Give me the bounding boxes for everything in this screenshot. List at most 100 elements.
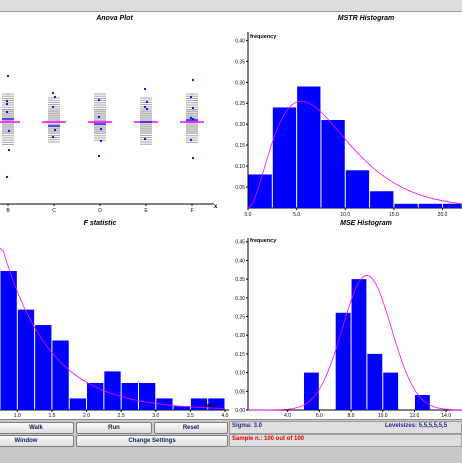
change-settings-button[interactable]: Change Settings [76, 435, 228, 447]
data-point [143, 137, 147, 141]
x-tick-label: 12.0 [410, 413, 420, 419]
y-tick-label: 0.25 [235, 315, 245, 321]
sample-label: Sample n.: 100 out of 100 [232, 436, 305, 442]
x-tick-label: D [98, 208, 102, 214]
data-point [191, 78, 195, 82]
density-curve [0, 247, 226, 409]
y-tick-label: 0.05 [235, 185, 245, 191]
x-tick-label: B [6, 208, 10, 214]
histogram-bar [87, 382, 104, 410]
x-tick-label: 20.0 [438, 212, 448, 218]
f-statistic-panel: F statistic 1.0 1.5 2.0 2.5 3.0 3.5 4.0 value [0, 218, 229, 419]
data-point [51, 91, 55, 95]
mstr-histogram-panel: MSTR Histogram frequency 0.05 0.10 0.15 0.20… [230, 12, 462, 218]
histogram-bar [173, 406, 190, 410]
y-tick-label: 0.10 [235, 164, 245, 170]
data-point [191, 156, 195, 160]
data-point [5, 99, 9, 103]
histogram-bar [394, 203, 418, 208]
y-tick-label: 0.40 [235, 38, 245, 44]
data-point [5, 110, 9, 114]
x-tick-label: 0.0 [245, 212, 252, 218]
x-axis-label: value [204, 403, 217, 409]
histogram-bar [370, 191, 394, 208]
histogram-bar [367, 353, 383, 410]
histogram-bar [303, 372, 319, 410]
data-point [145, 107, 149, 111]
x-tick-label: 10.0 [340, 212, 350, 218]
data-point [97, 115, 101, 119]
walk-button[interactable]: Walk [0, 422, 74, 434]
y-tick-label: 0.20 [235, 333, 245, 339]
levelsizes-label: Levelsizes: 5,5,5,5,5,5 [385, 423, 448, 429]
mstr-histogram-chart: frequency 0.05 0.10 0.15 0.20 0.25 0.30 0.35 0.4… [235, 32, 462, 218]
mse-histogram-chart: frequency 0.00 0.05 0.10 0.15 0.20 0.25 0.30 0.3… [235, 238, 462, 419]
x-tick-label: 8.0 [348, 413, 355, 419]
data-point [191, 117, 195, 121]
x-tick-label: 1.0 [14, 413, 21, 419]
x-tick-label: 4.0 [222, 413, 229, 419]
histogram-bar [138, 382, 156, 410]
data-point [189, 138, 193, 142]
histogram-bar [297, 86, 321, 208]
data-point [97, 154, 101, 158]
histogram-bar [248, 174, 272, 208]
anova-plot-panel: Anova Plot x B C D E F [0, 12, 229, 218]
data-point [7, 129, 11, 133]
y-tick-label: 0.25 [235, 101, 245, 107]
run-button[interactable]: Run [76, 422, 152, 434]
data-point [97, 98, 101, 102]
y-tick-label: 0.10 [235, 371, 245, 377]
y-tick-label: 0.30 [235, 80, 245, 86]
anova-plot-chart: xB C D E F [0, 74, 218, 214]
x-tick-label: 1.5 [48, 413, 55, 419]
data-point [191, 106, 195, 110]
x-tick-label: 5.0 [293, 212, 300, 218]
histogram-bar [345, 170, 370, 208]
x-tick-label: 14.0 [441, 413, 451, 419]
histogram-bar [351, 279, 367, 410]
data-point [145, 100, 149, 104]
histogram-bar [272, 107, 297, 208]
histogram-bar [414, 395, 430, 410]
sigma-label: Sigma: 3.0 [232, 423, 263, 429]
histogram-bar [104, 371, 121, 410]
density-curve [247, 100, 462, 209]
y-tick-label: 0.30 [235, 296, 245, 302]
data-point [53, 95, 57, 99]
data-point [99, 127, 103, 131]
data-point [143, 87, 147, 91]
histogram-bar [17, 309, 35, 410]
y-axis-label: frequency [250, 34, 277, 40]
x-tick-label: 2.0 [83, 413, 90, 419]
histogram-bar [443, 203, 462, 208]
x-tick-label: 6.0 [316, 413, 323, 419]
y-tick-label: 0.20 [235, 122, 245, 128]
data-point [99, 139, 103, 143]
window-title-bar [0, 0, 462, 12]
data-point [143, 105, 147, 109]
mse-histogram-title: MSE Histogram [340, 220, 392, 227]
histogram-bar [190, 398, 208, 410]
control-panel: Walk Run Reset Window Change Settings Si… [0, 419, 462, 463]
x-tick-label: F [190, 208, 193, 214]
x-axis-label: x [214, 204, 218, 210]
y-axis-label: frequency [250, 238, 277, 244]
y-tick-label: 0.40 [235, 258, 245, 264]
f-statistic-title: F statistic [83, 220, 117, 227]
data-point [51, 105, 55, 109]
window-button[interactable]: Window [0, 435, 74, 447]
data-point [53, 128, 57, 132]
histogram-bar [335, 312, 351, 410]
histogram-bar [121, 382, 138, 410]
x-tick-label: E [144, 208, 148, 214]
data-point [6, 74, 10, 78]
x-tick-label: 4.0 [284, 413, 291, 419]
data-point [189, 95, 193, 99]
f-statistic-chart: 1.0 1.5 2.0 2.5 3.0 3.5 4.0 value [0, 247, 229, 419]
reset-button[interactable]: Reset [154, 422, 228, 434]
y-tick-label: 0.35 [235, 59, 245, 65]
x-tick-label: 3.0 [152, 413, 159, 419]
y-tick-label: 0.15 [235, 143, 245, 149]
histogram-bar [418, 203, 443, 208]
